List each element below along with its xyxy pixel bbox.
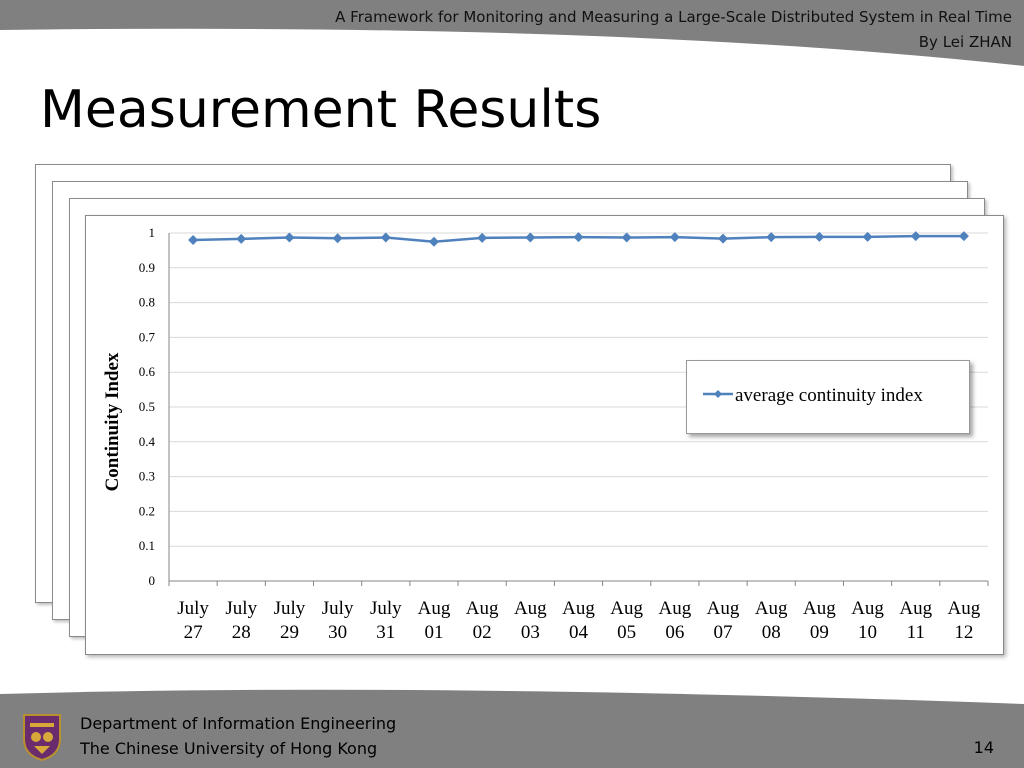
- presentation-title: A Framework for Monitoring and Measuring…: [335, 8, 1012, 26]
- data-point: [284, 232, 295, 243]
- y-tick-label: 0.6: [139, 364, 156, 379]
- x-tick-label: Aug 09: [803, 598, 836, 643]
- data-point: [188, 234, 199, 245]
- chart-plot: 0 0.1 0.2 0.3 0.4 0.5 0.6 0.7 0.8 0.9 1 July 27 July 2…: [102, 225, 989, 643]
- footer-band: [0, 689, 1024, 768]
- data-point: [332, 233, 343, 244]
- x-tick-label: July 27: [177, 598, 209, 643]
- x-tick-label: Aug 08: [755, 598, 788, 643]
- legend-label: average continuity index: [735, 385, 923, 406]
- y-axis-label: Continuity Index: [102, 352, 123, 491]
- x-tick-label: July 30: [322, 598, 354, 643]
- x-tick-label: Aug 12: [948, 598, 981, 643]
- chart-legend: average continuity index: [686, 360, 970, 434]
- data-point: [573, 232, 584, 243]
- data-point: [814, 231, 825, 242]
- y-tick-label: 0.3: [139, 469, 155, 484]
- x-tick-label: Aug 10: [851, 598, 884, 643]
- x-tick-label: Aug 02: [466, 598, 499, 643]
- x-tick-label: Aug 07: [707, 598, 740, 643]
- header-band: [0, 0, 1024, 66]
- y-tick-label: 0.1: [139, 538, 155, 553]
- x-tick-label: Aug 03: [514, 598, 547, 643]
- y-tick-label: 0.2: [139, 503, 155, 518]
- x-tick-label: Aug 06: [658, 598, 691, 643]
- data-point: [862, 231, 873, 242]
- legend-line-marker: [703, 390, 733, 398]
- y-tick-label: 0: [149, 573, 156, 588]
- x-tick-label: Aug 04: [562, 598, 595, 643]
- data-point: [380, 232, 391, 243]
- x-tick-label: July 31: [370, 598, 402, 643]
- data-point: [236, 233, 247, 244]
- data-point: [910, 231, 921, 242]
- x-tick-label: July 29: [274, 598, 306, 643]
- data-point: [525, 232, 536, 243]
- university-crest-icon: [23, 714, 61, 761]
- data-point: [477, 232, 488, 243]
- y-tick-label: 0.9: [139, 260, 155, 275]
- slide-title: Measurement Results: [40, 80, 602, 140]
- x-tick-label: Aug 05: [610, 598, 643, 643]
- data-point: [958, 231, 969, 242]
- data-point: [766, 232, 777, 243]
- data-point: [428, 236, 439, 247]
- data-point: [621, 232, 632, 243]
- y-tick-label: 0.4: [139, 434, 156, 449]
- x-tick-label: Aug 01: [418, 598, 451, 643]
- data-point: [718, 233, 729, 244]
- y-tick-label: 0.8: [139, 295, 155, 310]
- page-number: 14: [973, 738, 994, 757]
- presentation-author: By Lei ZHAN: [918, 33, 1012, 51]
- data-point: [669, 232, 680, 243]
- y-tick-label: 0.5: [139, 399, 155, 414]
- x-tick-label: Aug 11: [899, 598, 932, 643]
- y-tick-label: 1: [149, 225, 156, 240]
- continuity-chart: 0 0.1 0.2 0.3 0.4 0.5 0.6 0.7 0.8 0.9 1 July 27 July 2…: [85, 215, 1004, 655]
- y-tick-label: 0.7: [139, 329, 156, 344]
- x-tick-label: July 28: [225, 598, 257, 643]
- footer-department: Department of Information Engineering: [80, 714, 397, 733]
- footer-university: The Chinese University of Hong Kong: [80, 739, 378, 758]
